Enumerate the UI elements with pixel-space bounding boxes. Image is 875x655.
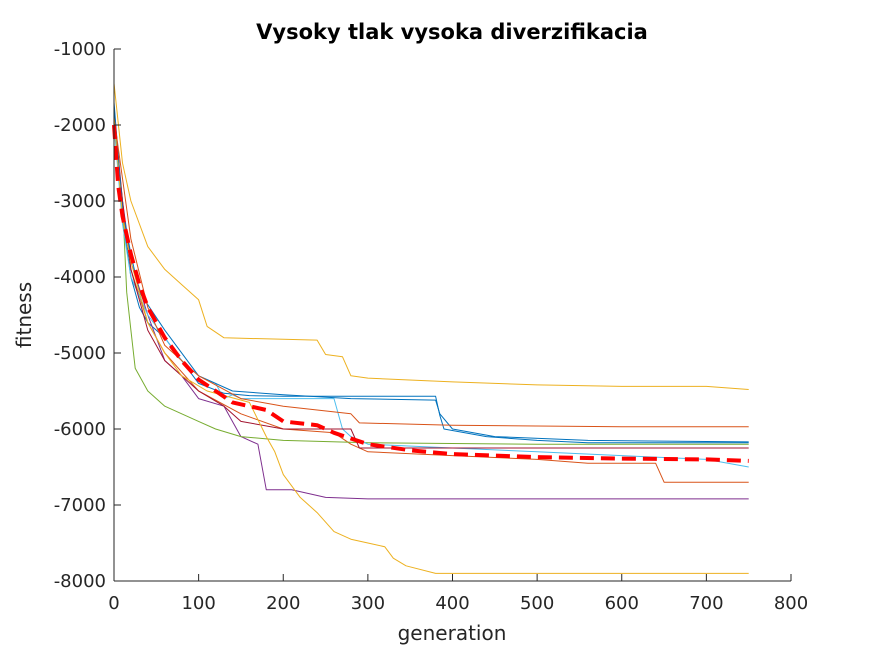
series-line-1 bbox=[113, 102, 749, 444]
chart-title: Vysoky tlak vysoka diverzifikacia bbox=[256, 20, 648, 44]
y-tick-label: -3000 bbox=[54, 191, 106, 212]
y-tick-label: -2000 bbox=[54, 115, 106, 136]
series-line-4 bbox=[113, 117, 749, 500]
series-group bbox=[112, 83, 749, 574]
series-line-10 bbox=[113, 117, 749, 574]
x-tick-label: 500 bbox=[520, 593, 554, 614]
x-tick-label: 600 bbox=[605, 593, 639, 614]
axes-group: 0 100 200 300 400 500 600 700 800 -8000 -7000 -6000… bbox=[54, 39, 808, 614]
y-tick-label: -8000 bbox=[54, 571, 106, 592]
x-tick-label: 700 bbox=[689, 593, 723, 614]
y-tick-label: -4000 bbox=[54, 267, 106, 288]
x-tick-label: 200 bbox=[266, 593, 300, 614]
y-tick-label: -7000 bbox=[54, 495, 106, 516]
x-tick-label: 300 bbox=[351, 593, 385, 614]
y-tick-label: -5000 bbox=[54, 343, 106, 364]
x-tick-label: 0 bbox=[108, 593, 119, 614]
y-tick-label: -6000 bbox=[54, 419, 106, 440]
y-axis-label: fitness bbox=[12, 282, 36, 348]
x-tick-label: 400 bbox=[435, 593, 469, 614]
series-line-7 bbox=[113, 109, 749, 449]
series-line-3 bbox=[113, 83, 749, 390]
y-tick-label: -1000 bbox=[54, 39, 106, 60]
series-line-8 bbox=[113, 105, 749, 443]
series-line-5 bbox=[113, 124, 749, 445]
series-line-6 bbox=[113, 124, 749, 468]
x-tick-label: 800 bbox=[774, 593, 808, 614]
x-tick-label: 100 bbox=[181, 593, 215, 614]
mean-series-line bbox=[112, 124, 749, 463]
x-axis-label: generation bbox=[398, 621, 507, 645]
